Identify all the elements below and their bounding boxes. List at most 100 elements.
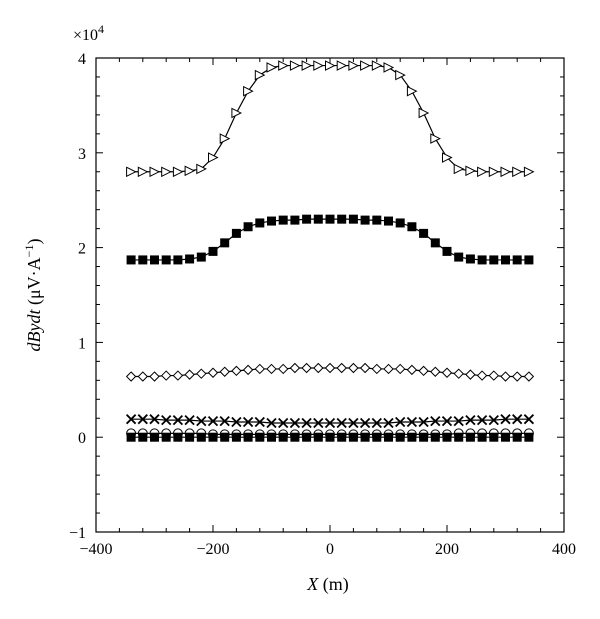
data-point [289, 362, 301, 374]
data-point [371, 363, 383, 375]
data-point [430, 432, 440, 442]
data-point [149, 414, 160, 425]
series-1 [126, 60, 535, 178]
data-point [395, 416, 406, 428]
axis-ticks [95, 57, 565, 533]
data-point [360, 60, 371, 71]
y-tick-label: 4 [78, 51, 86, 68]
data-point [383, 417, 394, 429]
data-point [278, 432, 288, 442]
data-point [476, 414, 488, 426]
data-point [255, 432, 265, 442]
data-point [161, 166, 172, 178]
data-point [267, 216, 276, 226]
x-tick-label: 400 [552, 541, 576, 558]
data-point [172, 414, 184, 426]
data-point [512, 166, 523, 178]
data-point [384, 216, 393, 226]
data-point [243, 85, 254, 97]
data-point [208, 432, 218, 442]
data-point [290, 215, 300, 225]
data-point [242, 416, 254, 428]
data-point [348, 432, 358, 442]
data-point [500, 371, 511, 382]
data-point [278, 215, 288, 225]
data-point [442, 246, 452, 256]
data-point [325, 432, 335, 442]
data-point [453, 415, 464, 427]
data-point [138, 255, 148, 265]
series-line [131, 218, 529, 261]
data-point [313, 432, 323, 442]
y-tick-label: 0 [78, 430, 86, 447]
data-point [407, 222, 417, 232]
data-point [477, 166, 488, 178]
data-point [290, 432, 300, 442]
data-point [243, 432, 253, 442]
data-point [442, 152, 453, 163]
data-point [359, 417, 371, 429]
data-point [243, 222, 253, 232]
data-point [371, 417, 382, 429]
series-line [131, 64, 529, 173]
data-point [336, 362, 347, 374]
data-point [430, 238, 440, 248]
data-point [337, 214, 347, 224]
plot-frame [95, 57, 565, 533]
data-point [196, 163, 207, 175]
data-point [441, 415, 453, 427]
data-point [231, 107, 243, 119]
data-point [348, 214, 358, 224]
data-point [359, 362, 371, 374]
data-point [254, 69, 266, 81]
x-tick-label: 0 [326, 541, 334, 558]
data-point [336, 60, 348, 71]
data-point [231, 228, 241, 238]
data-point [301, 362, 312, 374]
data-point [523, 414, 535, 425]
data-point [465, 254, 475, 264]
data-point [231, 416, 242, 428]
data-point [149, 166, 161, 178]
data-point [360, 215, 370, 225]
data-point [430, 133, 441, 144]
data-point [231, 432, 241, 442]
y-tick-label: 2 [78, 241, 86, 258]
data-point [185, 432, 195, 442]
y-multiplier-label: ×104 [73, 22, 104, 44]
data-point [255, 218, 265, 228]
y-tick-label: 1 [78, 335, 86, 352]
data-point [372, 432, 382, 442]
data-point [477, 432, 487, 442]
data-point [150, 255, 159, 265]
data-point [266, 417, 277, 429]
y-tick-label: −1 [69, 525, 86, 542]
data-point [348, 362, 359, 374]
data-point [125, 371, 137, 382]
data-point [149, 371, 160, 382]
data-point [383, 62, 395, 73]
data-point [360, 432, 370, 442]
data-point [126, 255, 136, 265]
data-point [511, 371, 523, 382]
data-point [418, 107, 430, 119]
series-4 [125, 414, 535, 429]
data-point [418, 416, 429, 428]
data-point [137, 414, 148, 425]
data-point [441, 367, 453, 378]
data-point [395, 69, 406, 81]
data-point [302, 432, 312, 442]
data-point [430, 415, 441, 427]
data-point [419, 432, 429, 442]
data-point [395, 432, 405, 442]
data-point [336, 417, 347, 429]
data-point [173, 255, 183, 265]
data-point [184, 369, 195, 380]
data-point [138, 432, 148, 442]
data-point [489, 432, 499, 442]
data-point [394, 363, 406, 375]
data-point [207, 367, 219, 378]
y-axis-label: dBydt (μV·A−1) [22, 239, 45, 352]
data-point [442, 432, 452, 442]
data-point [419, 228, 429, 238]
